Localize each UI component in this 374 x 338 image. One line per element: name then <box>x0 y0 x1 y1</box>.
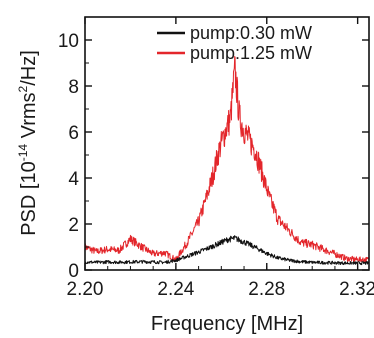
x-tick-label: 2.28 <box>248 279 285 300</box>
x-tick-label: 2.20 <box>67 279 104 300</box>
y-axis-label-unit: Vrms <box>18 92 40 143</box>
y-tick-label: 8 <box>68 77 79 98</box>
y-axis-label-exponent: -14 <box>16 144 30 162</box>
legend: pump:0.30 mW pump:1.25 mW <box>157 23 312 63</box>
y-axis-label: PSD [10-14 Vrms2/Hz] <box>16 50 40 236</box>
y-axis-label-unit-exponent: 2 <box>16 85 30 92</box>
y-tick-label: 0 <box>68 261 79 282</box>
x-tick-label: 2.24 <box>157 279 194 300</box>
y-tick-label: 2 <box>68 215 79 236</box>
x-axis-label: Frequency [MHz] <box>151 313 303 335</box>
y-tick-label: 6 <box>68 123 79 144</box>
x-axis-ticks: 2.20 2.24 2.28 2.32 <box>67 17 374 300</box>
legend-label-pump-125: pump:1.25 mW <box>190 43 312 63</box>
x-tick-label: 2.32 <box>339 279 374 300</box>
series-line-pump-030 <box>84 235 370 266</box>
y-tick-label: 10 <box>58 31 79 52</box>
legend-label-pump-030: pump:0.30 mW <box>190 23 312 43</box>
y-tick-label: 4 <box>68 169 79 190</box>
series-layer <box>84 55 370 266</box>
y-axis-label-prefix: PSD [10 <box>18 161 40 235</box>
series-line-pump-125 <box>84 55 370 263</box>
plot-frame <box>84 16 370 271</box>
y-axis-label-suffix: /Hz] <box>18 50 40 86</box>
y-axis-ticks: 0 2 4 6 8 10 <box>58 16 369 282</box>
